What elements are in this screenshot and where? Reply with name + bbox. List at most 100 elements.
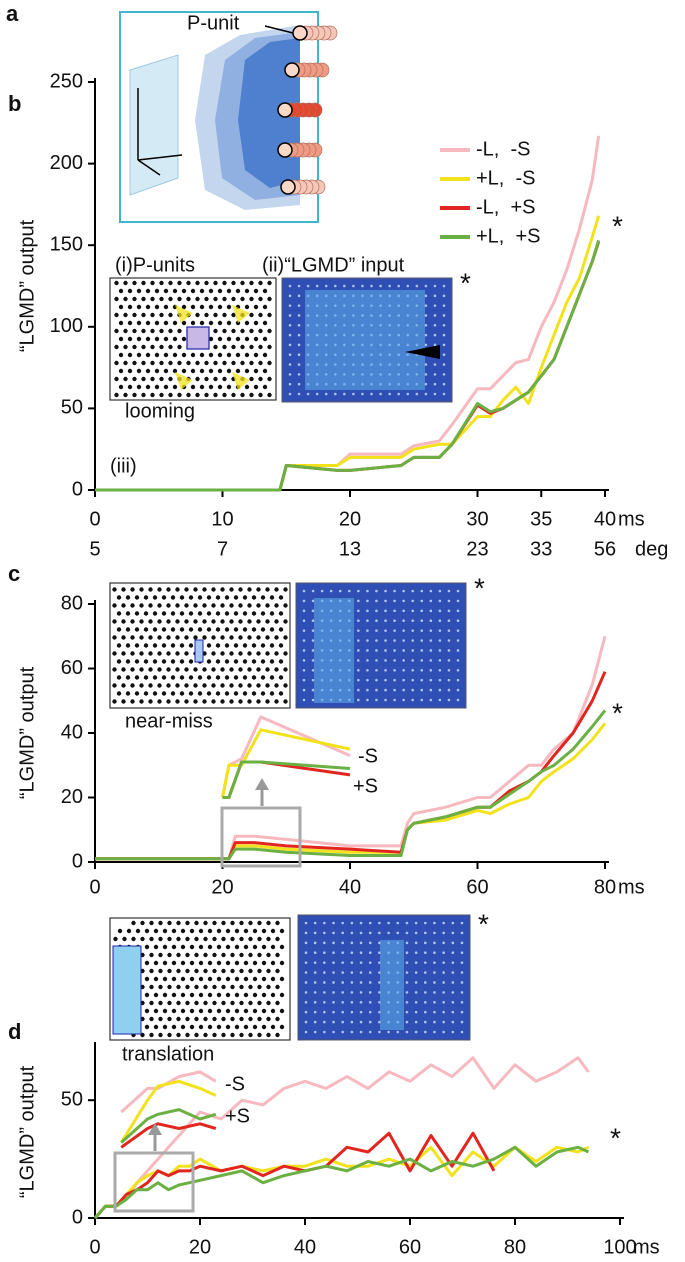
inset-dot	[350, 931, 354, 935]
inset-dot	[414, 991, 418, 994]
inset-dot	[215, 675, 221, 680]
inset-dot	[181, 320, 187, 326]
inset-dot	[402, 698, 405, 702]
inset-dot	[188, 659, 194, 664]
series-line	[95, 722, 607, 861]
inset-dot	[143, 675, 149, 680]
inset-dot	[368, 1000, 372, 1004]
inset-dot	[460, 1010, 464, 1014]
inset-dot	[279, 960, 285, 966]
inset-dot	[350, 951, 354, 955]
inset-dot	[267, 328, 272, 334]
inset-dot	[139, 635, 144, 640]
inset-dot	[350, 1000, 354, 1004]
annotation: (i)P-units	[115, 254, 195, 276]
inset-dot	[229, 635, 234, 640]
inset-dot	[302, 698, 306, 702]
inset-dot	[207, 992, 213, 998]
inset-dot	[429, 668, 433, 672]
inset-dot	[451, 981, 455, 984]
inset-dot	[162, 928, 168, 934]
inset-dot	[405, 1030, 409, 1034]
inset-dot	[239, 952, 244, 958]
inset-dot	[148, 603, 153, 608]
inset-dot	[224, 611, 230, 616]
inset-dot	[184, 587, 189, 592]
inset-dot	[313, 951, 317, 955]
inset-dot	[208, 320, 214, 326]
inset-dot	[258, 376, 263, 382]
inset-dot	[197, 691, 203, 696]
inset-dot	[206, 659, 212, 664]
inset-dot	[248, 968, 253, 974]
inset-dot	[235, 336, 241, 342]
inset-dot	[144, 976, 150, 982]
inset-dot	[414, 1020, 418, 1024]
series-line	[93, 1145, 590, 1219]
inset-dot	[402, 609, 405, 613]
inset-dot	[224, 627, 230, 632]
y-tick-label: 200	[50, 152, 83, 174]
inset-dot	[442, 941, 445, 945]
inset-dot	[275, 936, 280, 942]
inset-dot	[163, 368, 169, 374]
inset-dot	[193, 699, 198, 704]
inset-dot	[313, 1000, 317, 1004]
inset-dot	[429, 629, 433, 632]
inset-dot	[159, 376, 164, 382]
inset-dot	[233, 659, 239, 664]
inset-dot	[177, 296, 182, 302]
inset-dot	[423, 971, 427, 974]
arrow	[405, 345, 440, 359]
inset-dot	[154, 368, 160, 374]
inset-dot	[414, 921, 418, 925]
inset-dot	[136, 352, 142, 358]
inset-dot	[456, 609, 460, 613]
inset-dot	[199, 304, 205, 310]
inset-dot	[161, 643, 167, 648]
inset-dot	[260, 627, 266, 632]
inset-dot	[175, 635, 180, 640]
inset-dot	[181, 288, 187, 294]
inset-dot	[222, 312, 227, 318]
inset-dot	[323, 941, 326, 945]
inset-dot	[167, 920, 172, 926]
inset-dot	[261, 976, 267, 982]
highlight	[380, 940, 404, 1030]
inset-dot	[240, 296, 245, 302]
inset-dot	[175, 667, 180, 672]
inset-dot	[269, 675, 275, 680]
inset-dot	[141, 328, 146, 334]
inset-dot	[161, 691, 167, 696]
inset-dot	[244, 288, 250, 294]
inset-dot	[288, 363, 292, 366]
inset-dot	[270, 1008, 276, 1014]
inset-dot	[198, 928, 204, 934]
inset-dot	[304, 1030, 308, 1034]
inset-dot	[274, 667, 279, 672]
inset-dot	[170, 611, 176, 616]
inset-dot	[168, 312, 173, 318]
inset-dot	[222, 344, 227, 350]
inset-dot	[213, 376, 218, 382]
inset-dot	[357, 609, 360, 613]
inset-dot	[207, 1008, 213, 1014]
inset-dot	[370, 392, 373, 396]
inset-dot	[260, 643, 266, 648]
inset-dot	[143, 643, 149, 648]
inset-dot	[179, 691, 185, 696]
inset-dot	[154, 320, 160, 326]
inset-dot	[226, 384, 232, 390]
inset-dot	[176, 968, 181, 974]
inset-dot	[433, 941, 436, 945]
inset-dot	[357, 629, 360, 632]
inset-dot	[188, 675, 194, 680]
inset-dot	[338, 589, 342, 593]
inset-dot	[332, 1010, 335, 1014]
y-tick-label: 100	[50, 315, 83, 337]
inset-dot	[415, 392, 419, 396]
inset-dot	[213, 312, 218, 318]
inset-dot	[343, 392, 346, 396]
inset-dot	[185, 1000, 190, 1006]
inset-dot	[332, 941, 335, 945]
